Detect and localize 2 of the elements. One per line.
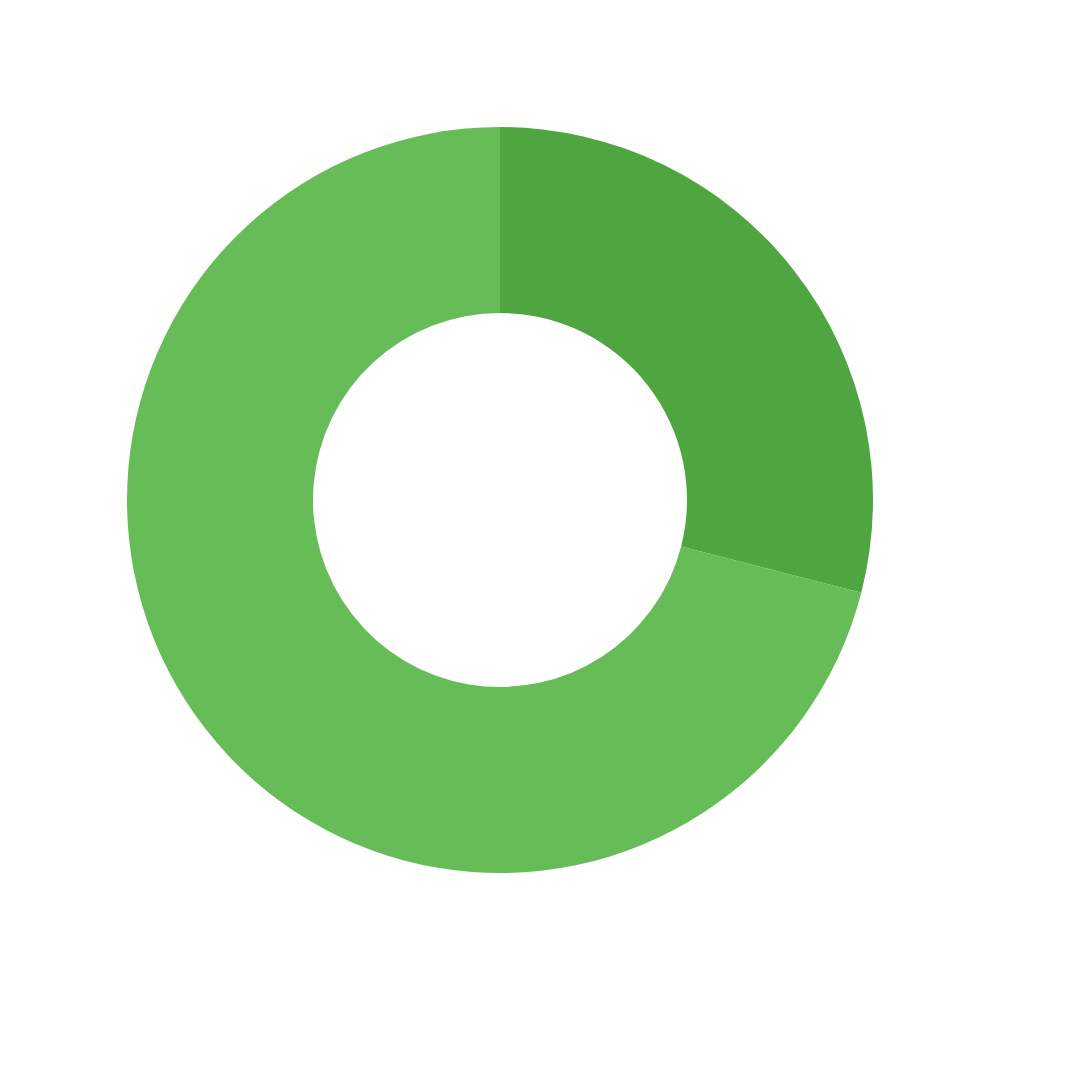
donut-slice — [127, 127, 862, 873]
donut-slice — [500, 127, 873, 593]
